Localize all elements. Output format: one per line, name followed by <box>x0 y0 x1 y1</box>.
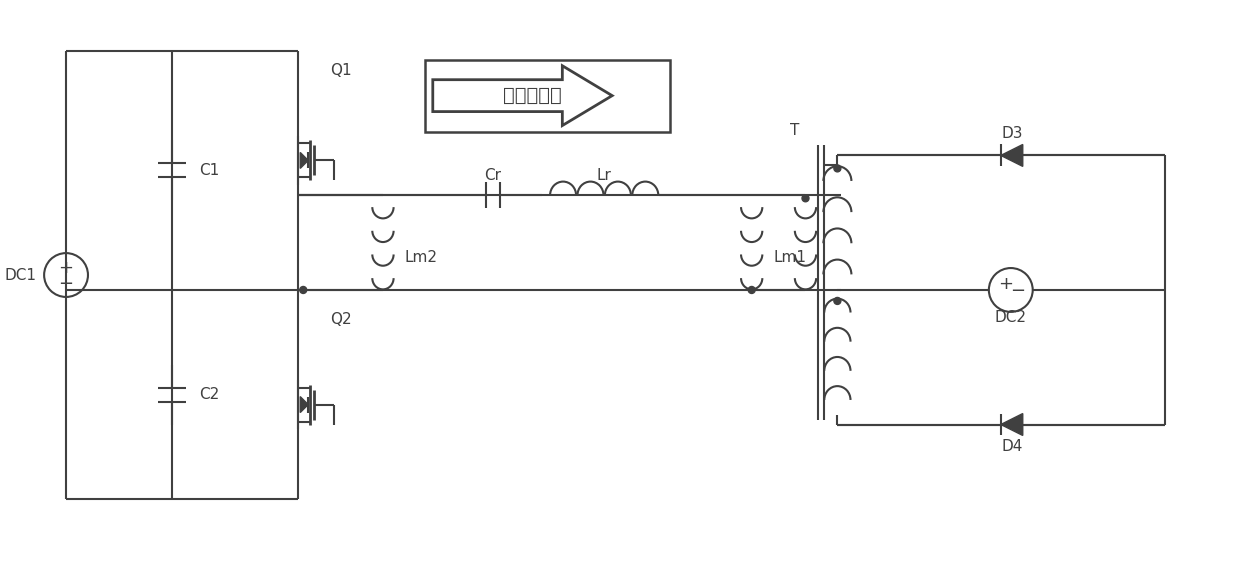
Text: 正向功率流: 正向功率流 <box>503 86 562 105</box>
Polygon shape <box>1001 414 1023 435</box>
Circle shape <box>833 297 841 305</box>
FancyArrow shape <box>433 66 613 126</box>
Text: C1: C1 <box>200 163 219 178</box>
Text: Cr: Cr <box>484 168 501 183</box>
Text: +: + <box>998 275 1013 293</box>
Text: D4: D4 <box>1001 439 1023 454</box>
Text: Lm2: Lm2 <box>405 249 438 265</box>
Text: DC1: DC1 <box>4 267 36 283</box>
Text: DC2: DC2 <box>994 310 1027 325</box>
Circle shape <box>748 287 755 293</box>
Polygon shape <box>1001 145 1023 167</box>
Text: −: − <box>1011 282 1025 300</box>
Text: Q1: Q1 <box>330 63 352 78</box>
Text: T: T <box>790 123 800 138</box>
Text: Lr: Lr <box>596 168 611 183</box>
Text: +: + <box>58 259 73 277</box>
Bar <box>425 60 670 132</box>
Text: Lm1: Lm1 <box>774 249 806 265</box>
Text: C2: C2 <box>200 387 219 402</box>
Text: D3: D3 <box>1001 126 1023 141</box>
Circle shape <box>802 195 808 202</box>
Polygon shape <box>300 396 309 413</box>
Polygon shape <box>300 153 309 168</box>
Text: −: − <box>58 275 73 293</box>
Circle shape <box>300 287 306 293</box>
Text: Q2: Q2 <box>330 312 352 327</box>
Circle shape <box>833 165 841 172</box>
